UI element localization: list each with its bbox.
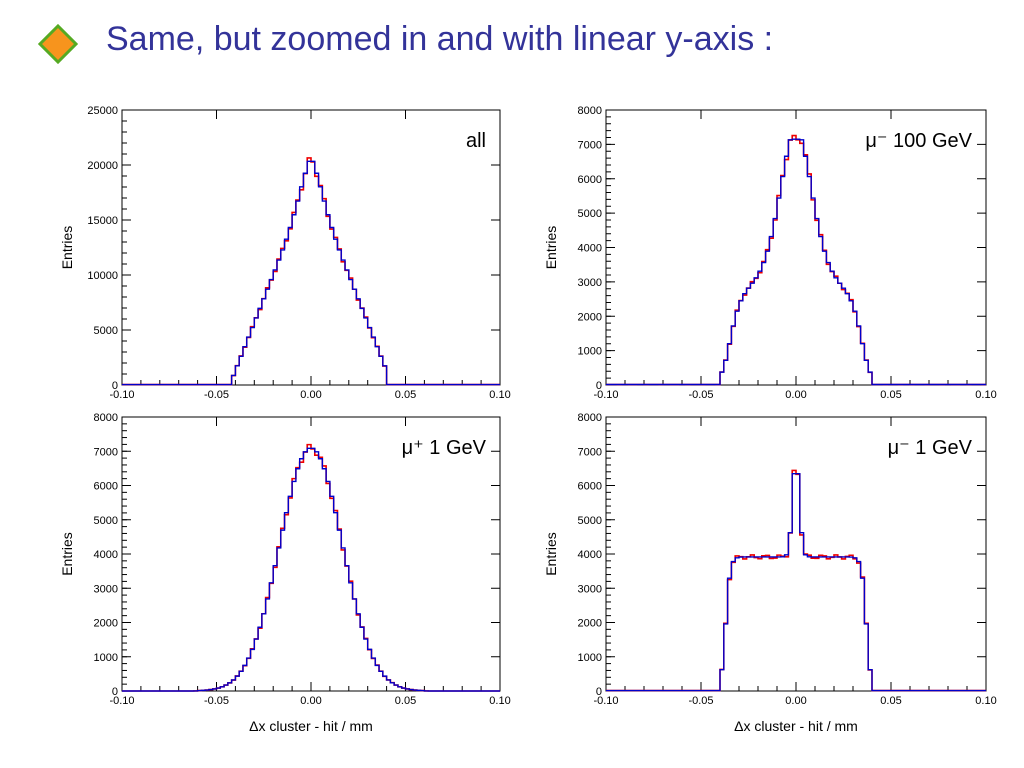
histogram-series-blue [122, 160, 500, 386]
y-tick-label: 7000 [578, 446, 602, 458]
histogram-panel: 0 5000 10000 15000 20000 25000 -0.10 -0.05 0.00 0… [59, 105, 511, 401]
y-tick-label: 7000 [94, 446, 118, 458]
y-tick-label: 3000 [578, 277, 602, 289]
x-tick-label: 0.00 [300, 389, 321, 401]
y-tick-label: 10000 [87, 270, 118, 282]
x-tick-label: 0.10 [975, 695, 996, 707]
y-tick-label: 5000 [94, 515, 118, 527]
x-tick-label: 0.10 [489, 389, 510, 401]
x-axis-label: Δx cluster - hit / mm [734, 718, 858, 734]
histogram-panel: 0 1000 2000 3000 4000 5000 6000 7000 8000 -0.10 -0… [543, 412, 997, 734]
y-axis-label: Entries [59, 532, 75, 576]
y-tick-label: 5000 [578, 208, 602, 220]
x-tick-label: -0.10 [109, 389, 134, 401]
plot-frame [121, 109, 501, 386]
panel-label: μ⁺ 1 GeV [402, 437, 487, 459]
y-tick-label: 0 [112, 686, 118, 698]
histogram-series-blue [606, 472, 986, 692]
y-tick-label: 6000 [94, 481, 118, 493]
y-tick-label: 1000 [578, 652, 602, 664]
y-tick-label: 8000 [578, 105, 602, 117]
x-tick-label: -0.05 [204, 695, 229, 707]
slide-title: Same, but zoomed in and with linear y-ax… [106, 20, 774, 58]
y-tick-label: 1000 [94, 652, 118, 664]
y-tick-label: 4000 [578, 243, 602, 255]
histogram-panel: 0 1000 2000 3000 4000 5000 6000 7000 8000 -0.10 -0… [59, 412, 511, 734]
y-tick-label: 3000 [578, 583, 602, 595]
y-tick-label: 15000 [87, 215, 118, 227]
panel-label: μ⁻ 1 GeV [888, 437, 973, 459]
histogram-series-red [606, 134, 986, 386]
y-tick-label: 1000 [578, 346, 602, 358]
y-tick-label: 8000 [578, 412, 602, 424]
x-tick-label: 0.05 [395, 695, 416, 707]
y-tick-label: 6000 [578, 481, 602, 493]
y-tick-label: 4000 [578, 549, 602, 561]
x-tick-label: -0.05 [688, 695, 713, 707]
y-axis-label: Entries [59, 226, 75, 270]
x-tick-label: 0.05 [395, 389, 416, 401]
panel-label: all [466, 130, 486, 152]
x-tick-label: 0.05 [880, 695, 901, 707]
histogram-panel: 0 1000 2000 3000 4000 5000 6000 7000 8000 -0.10 -0… [543, 105, 997, 401]
x-tick-label: 0.00 [300, 695, 321, 707]
histogram-series-blue [606, 138, 986, 386]
y-tick-label: 5000 [94, 325, 118, 337]
histogram-series-red [122, 443, 500, 692]
y-axis-label: Entries [543, 532, 559, 576]
y-tick-label: 0 [596, 686, 602, 698]
y-tick-label: 6000 [578, 174, 602, 186]
y-tick-label: 8000 [94, 412, 118, 424]
panel-label: μ⁻ 100 GeV [865, 130, 972, 152]
histogram-series-red [122, 157, 500, 386]
histogram-series-red [606, 469, 986, 692]
x-tick-label: -0.05 [688, 389, 713, 401]
x-tick-label: 0.05 [880, 389, 901, 401]
x-tick-label: -0.10 [109, 695, 134, 707]
y-tick-label: 7000 [578, 139, 602, 151]
y-tick-label: 2000 [578, 311, 602, 323]
x-tick-label: 0.10 [975, 389, 996, 401]
y-tick-label: 0 [596, 380, 602, 392]
x-tick-label: 0.10 [489, 695, 510, 707]
y-tick-label: 4000 [94, 549, 118, 561]
y-tick-label: 3000 [94, 583, 118, 595]
histogram-series-blue [122, 447, 500, 692]
x-tick-label: -0.10 [593, 695, 618, 707]
x-tick-label: -0.05 [204, 389, 229, 401]
y-tick-label: 2000 [578, 618, 602, 630]
orange-diamond-icon [38, 24, 78, 64]
y-tick-label: 25000 [87, 105, 118, 117]
y-axis-label: Entries [543, 226, 559, 270]
y-tick-label: 5000 [578, 515, 602, 527]
x-tick-label: 0.00 [785, 695, 806, 707]
x-axis-label: Δx cluster - hit / mm [249, 718, 373, 734]
y-tick-label: 0 [112, 380, 118, 392]
x-tick-label: -0.10 [593, 389, 618, 401]
x-tick-label: 0.00 [785, 389, 806, 401]
y-tick-label: 20000 [87, 160, 118, 172]
y-tick-label: 2000 [94, 618, 118, 630]
